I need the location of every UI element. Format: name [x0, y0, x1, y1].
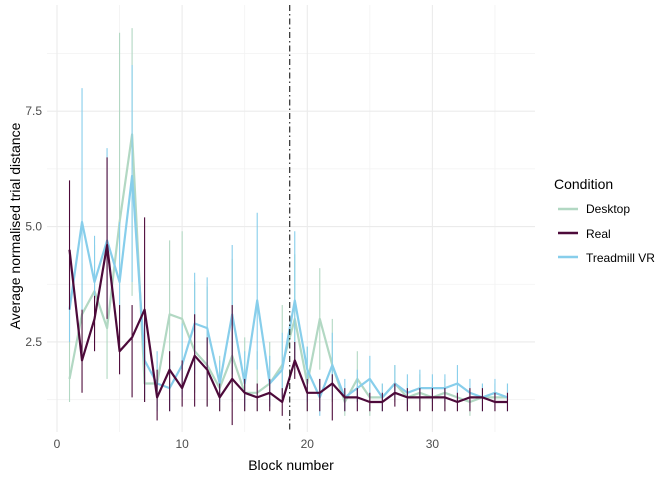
series-line-desktop [68, 133, 508, 404]
legend-item-desktop: Desktop [558, 202, 630, 216]
legend: Condition Desktop Real Treadmill VR [554, 176, 655, 265]
series-layer [68, 28, 509, 426]
x-tick-label: 20 [301, 437, 315, 451]
y-tick-label: 7.5 [25, 104, 42, 118]
y-axis-title: Average normalised trial distance [7, 122, 23, 329]
y-tick-label: 5.0 [25, 220, 42, 234]
minor-gridlines [47, 5, 535, 432]
series-real [68, 157, 509, 426]
legend-title: Condition [554, 176, 613, 192]
x-tick-label: 30 [426, 437, 440, 451]
x-tick-labels: 0 10 20 30 [54, 437, 440, 451]
legend-label-desktop: Desktop [586, 202, 630, 216]
legend-item-treadmill-vr: Treadmill VR [558, 251, 655, 265]
x-tick-label: 10 [175, 437, 189, 451]
series-line-treadmill-vr [68, 174, 508, 399]
x-tick-label: 0 [54, 437, 61, 451]
y-tick-label: 2.5 [25, 335, 42, 349]
x-axis-title: Block number [248, 457, 334, 473]
y-tick-labels: 2.5 5.0 7.5 [25, 104, 42, 349]
series-treadmill-vr [68, 65, 509, 416]
legend-label-treadmill-vr: Treadmill VR [586, 251, 655, 265]
legend-item-real: Real [558, 227, 611, 241]
series-line-real [68, 243, 508, 404]
legend-label-real: Real [586, 227, 611, 241]
